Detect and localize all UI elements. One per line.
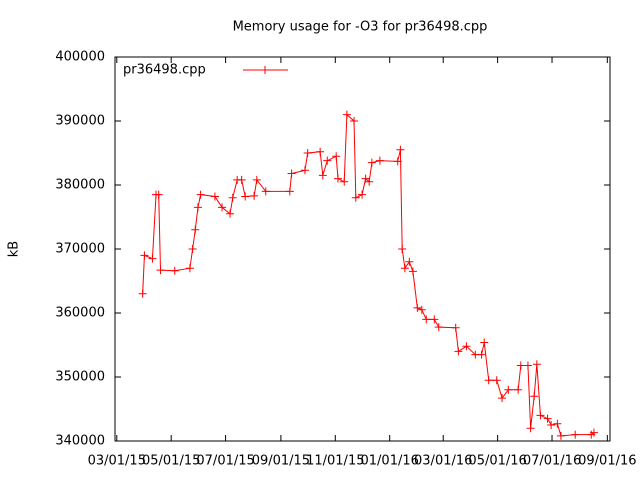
- y-tick-label: 340000: [55, 434, 105, 449]
- data-point: [451, 323, 460, 332]
- y-tick-label: 390000: [55, 114, 105, 129]
- data-point: [530, 392, 539, 401]
- data-point: [434, 323, 443, 332]
- data-point: [553, 419, 562, 428]
- data-point: [484, 376, 493, 385]
- data-point: [477, 350, 486, 359]
- data-point: [504, 385, 513, 394]
- data-point: [526, 424, 535, 433]
- x-tick-label: 07/01/16: [523, 454, 581, 469]
- data-point: [547, 421, 556, 429]
- data-point: [413, 303, 422, 312]
- data-point: [462, 342, 471, 351]
- data-point: [498, 394, 507, 403]
- data-point: [252, 175, 261, 184]
- data-point: [228, 193, 237, 202]
- data-point: [323, 156, 332, 165]
- data-point: [543, 414, 552, 423]
- data-point: [170, 266, 179, 275]
- data-point: [340, 177, 349, 186]
- y-tick-label: 400000: [55, 50, 105, 65]
- data-point: [226, 209, 235, 218]
- data-point: [218, 203, 227, 212]
- data-point: [318, 171, 327, 180]
- data-point: [516, 361, 525, 370]
- y-axis-label: kB: [7, 241, 22, 257]
- data-point: [430, 315, 439, 324]
- data-point: [480, 338, 489, 347]
- data-point: [285, 187, 294, 196]
- x-tick-label: 03/01/15: [88, 454, 146, 469]
- data-point: [350, 117, 359, 125]
- data-point: [514, 385, 523, 394]
- x-tick-label: 05/01/15: [142, 454, 200, 469]
- data-point: [156, 266, 165, 275]
- data-point: [140, 251, 149, 260]
- data-point: [342, 110, 351, 119]
- data-point: [196, 190, 205, 199]
- data-point: [393, 157, 402, 166]
- x-tick-label: 09/01/15: [252, 454, 310, 469]
- data-point: [556, 431, 565, 440]
- data-point: [398, 245, 407, 253]
- data-point: [250, 191, 259, 200]
- data-point: [303, 149, 312, 157]
- data-point: [589, 428, 598, 437]
- data-point: [492, 376, 501, 385]
- data-point: [287, 169, 296, 178]
- data-point: [396, 145, 405, 154]
- data-point: [408, 267, 417, 276]
- data-point: [523, 361, 532, 370]
- data-point: [454, 347, 463, 356]
- data-point: [332, 152, 341, 161]
- data-point: [188, 245, 197, 253]
- data-point: [361, 174, 370, 183]
- data-point: [571, 430, 580, 439]
- data-point: [185, 264, 194, 273]
- data-point: [154, 190, 163, 199]
- y-tick-label: 380000: [55, 178, 105, 193]
- data-point: [400, 264, 409, 273]
- data-point: [148, 254, 157, 263]
- data-point: [405, 257, 414, 266]
- x-tick-label: 09/01/16: [578, 454, 636, 469]
- data-point: [365, 177, 374, 186]
- data-point: [367, 158, 376, 167]
- y-tick-label: 350000: [55, 370, 105, 385]
- x-tick-label: 11/01/15: [306, 454, 364, 469]
- x-tick-label: 07/01/15: [196, 454, 254, 469]
- data-point: [417, 305, 426, 314]
- data-point: [532, 360, 541, 369]
- x-tick-label: 05/01/16: [468, 454, 526, 469]
- data-point: [191, 225, 200, 234]
- legend-marker: [261, 66, 269, 74]
- data-point: [193, 203, 202, 212]
- data-point: [316, 147, 325, 156]
- data-point: [210, 192, 219, 201]
- data-point: [351, 193, 360, 202]
- data-point: [333, 174, 342, 183]
- x-tick-label: 01/01/16: [361, 454, 419, 469]
- data-point: [375, 156, 384, 165]
- data-point: [358, 190, 367, 199]
- data-point: [241, 192, 250, 201]
- y-tick-label: 360000: [55, 306, 105, 321]
- data-point: [138, 289, 147, 298]
- x-tick-label: 03/01/16: [414, 454, 472, 469]
- legend-label: pr36498.cpp: [123, 63, 206, 78]
- data-point: [422, 315, 431, 324]
- data-point: [300, 166, 309, 175]
- data-point: [261, 187, 270, 196]
- y-tick-label: 370000: [55, 242, 105, 257]
- data-point: [536, 411, 545, 420]
- data-point: [237, 175, 246, 184]
- chart-title: Memory usage for -O3 for pr36498.cpp: [233, 20, 488, 35]
